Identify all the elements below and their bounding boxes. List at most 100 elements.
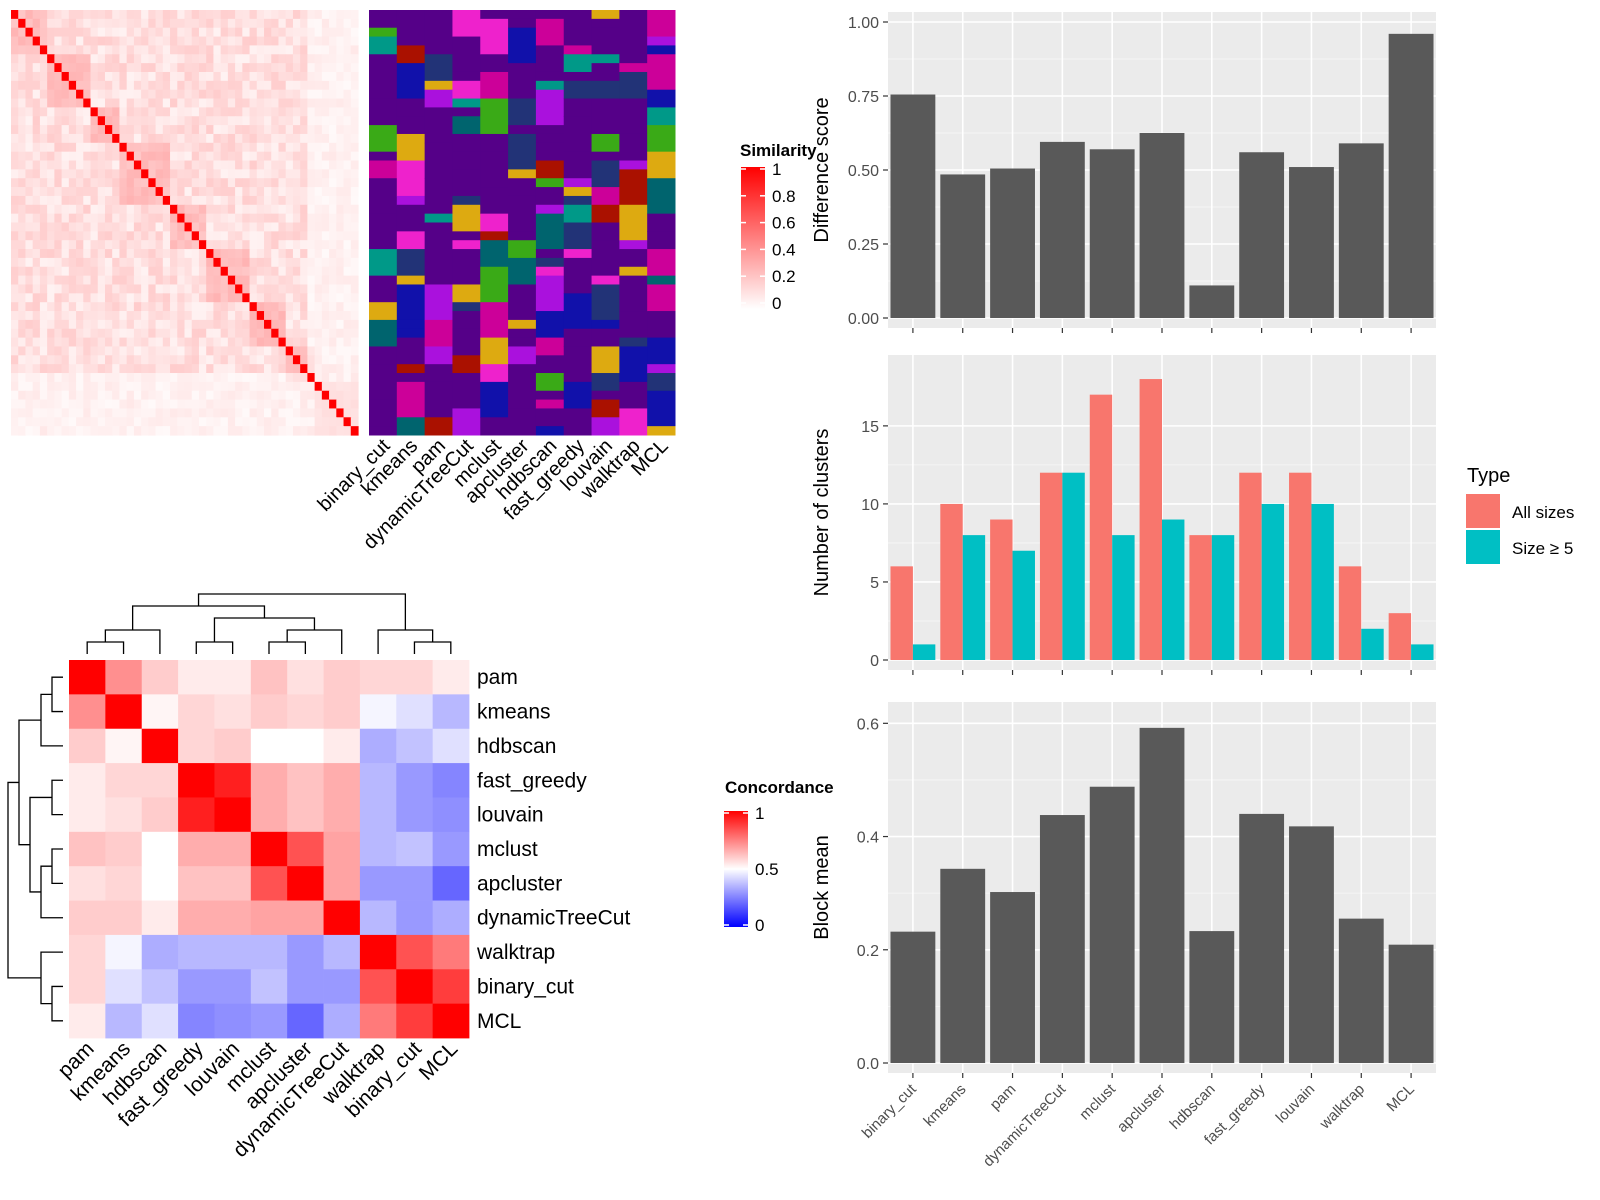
similarity-cell	[141, 337, 149, 348]
similarity-cell	[184, 187, 193, 197]
similarity-cell	[300, 54, 308, 64]
similarity-cell	[184, 63, 193, 73]
similarity-cell	[170, 18, 178, 29]
similarity-cell	[112, 27, 121, 38]
similarity-cell	[68, 319, 77, 330]
similarity-cell	[329, 302, 337, 312]
similarity-legend-bar	[741, 167, 765, 309]
similarity-cell	[206, 399, 215, 410]
similarity-cell	[285, 275, 294, 286]
legend-swatch-size-5	[1466, 530, 1500, 564]
similarity-cell	[76, 27, 84, 38]
similarity-cell	[155, 54, 164, 64]
similarity-cell	[300, 266, 308, 277]
similarity-cell	[39, 408, 48, 418]
bar	[1211, 535, 1235, 660]
similarity-cell	[54, 302, 63, 312]
similarity-cell	[285, 71, 294, 82]
similarity-cell	[11, 346, 19, 356]
similarity-cell	[155, 381, 164, 392]
similarity-cell	[314, 364, 323, 374]
similarity-cell	[278, 275, 287, 286]
similarity-cell	[104, 275, 113, 286]
similarity-cell	[162, 204, 171, 215]
similarity-cell	[249, 293, 258, 303]
similarity-cell	[271, 311, 280, 321]
similarity-cell	[32, 346, 41, 356]
similarity-cell	[170, 231, 178, 241]
concordance-cell	[396, 728, 434, 764]
similarity-cell	[170, 319, 178, 330]
bar	[1338, 143, 1384, 318]
similarity-cell	[68, 213, 77, 224]
similarity-cell	[292, 373, 301, 383]
similarity-cell	[235, 204, 243, 215]
similarity-cell	[133, 142, 142, 153]
similarity-cell	[32, 408, 41, 418]
similarity-cell	[220, 27, 229, 38]
similarity-cell	[119, 195, 128, 206]
similarity-cell	[235, 71, 243, 82]
similarity-cell	[220, 222, 229, 232]
similarity-cell	[184, 275, 193, 286]
similarity-cell	[235, 169, 243, 179]
similarity-cell	[206, 125, 215, 135]
similarity-cell	[285, 408, 294, 418]
similarity-cell	[198, 107, 207, 117]
similarity-cell	[39, 266, 48, 277]
similarity-cell	[220, 408, 229, 418]
similarity-cell	[292, 302, 301, 312]
similarity-cell	[170, 311, 178, 321]
similarity-cell	[191, 240, 200, 250]
similarity-cell	[155, 151, 164, 162]
similarity-cell	[242, 45, 251, 55]
similarity-cell	[336, 107, 345, 117]
membership-cell	[508, 98, 537, 126]
similarity-cell	[198, 80, 207, 91]
similarity-cell	[68, 71, 77, 82]
similarity-cell	[249, 408, 258, 418]
similarity-cell	[133, 417, 142, 427]
similarity-cell	[242, 355, 251, 365]
similarity-cell	[249, 169, 258, 179]
membership-cell	[535, 10, 565, 20]
similarity-cell	[220, 160, 229, 170]
similarity-cell	[104, 328, 113, 339]
similarity-cell	[54, 426, 63, 436]
similarity-cell	[191, 89, 200, 100]
similarity-cell	[307, 373, 316, 383]
similarity-cell	[307, 364, 316, 374]
membership-cell	[508, 178, 537, 197]
similarity-cell	[177, 222, 186, 232]
similarity-cell	[329, 399, 337, 410]
similarity-cell	[47, 89, 55, 100]
similarity-cell	[249, 284, 258, 294]
similarity-cell	[54, 293, 63, 303]
membership-cell	[591, 63, 620, 82]
similarity-cell	[278, 364, 287, 374]
membership-cell	[452, 311, 481, 330]
membership-cell	[480, 63, 509, 73]
similarity-cell	[155, 71, 164, 82]
similarity-cell	[314, 63, 323, 73]
similarity-cell	[300, 426, 308, 436]
membership-cell	[647, 10, 676, 38]
similarity-cell	[25, 204, 34, 215]
similarity-cell	[104, 36, 113, 47]
similarity-cell	[39, 275, 48, 286]
similarity-cell	[249, 36, 258, 47]
similarity-cell	[329, 107, 337, 117]
similarity-cell	[350, 63, 359, 73]
similarity-cell	[68, 426, 77, 436]
similarity-cell	[329, 187, 337, 197]
similarity-legend-tick: 0.8	[772, 187, 796, 206]
similarity-cell	[148, 125, 157, 135]
similarity-cell	[61, 151, 70, 162]
similarity-cell	[148, 257, 157, 268]
similarity-cell	[227, 133, 236, 144]
similarity-cell	[227, 346, 236, 356]
similarity-cell	[170, 133, 178, 144]
similarity-cell	[271, 381, 280, 392]
similarity-cell	[300, 133, 308, 144]
similarity-cell	[264, 390, 272, 401]
